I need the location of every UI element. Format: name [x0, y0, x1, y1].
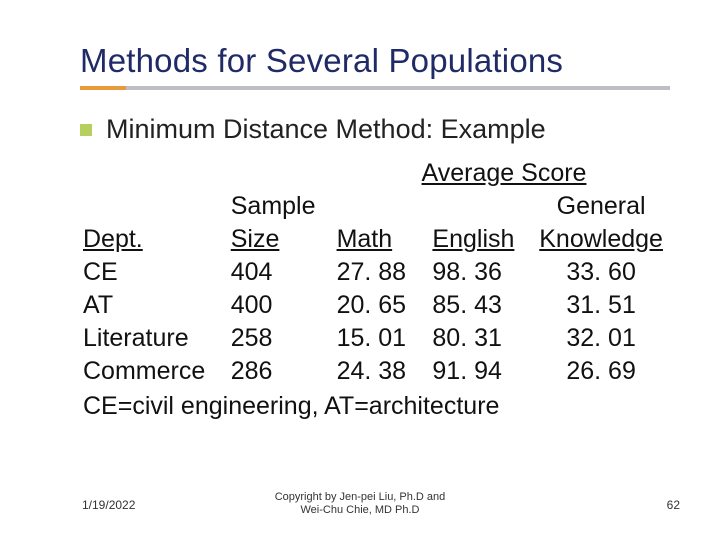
cell-size: 400 — [231, 289, 337, 322]
table-row: CE 404 27. 88 98. 36 33. 60 — [83, 256, 670, 289]
subtitle-text: Minimum Distance Method: Example — [106, 114, 546, 145]
table-footnote: CE=civil engineering, AT=architecture — [83, 390, 670, 423]
table-row: AT 400 20. 65 85. 43 31. 51 — [83, 289, 670, 322]
cell-math: 24. 38 — [337, 355, 433, 388]
table-header-line1: Sample General — [83, 190, 670, 223]
header-dept: Dept. — [83, 223, 231, 256]
cell-math: 27. 88 — [337, 256, 433, 289]
avg-score-header: Average Score — [338, 157, 670, 190]
data-table: Average Score Sample General Dept. Size … — [83, 157, 670, 423]
table-header-line2: Dept. Size Math English Knowledge — [83, 223, 670, 256]
cell-general: 32. 01 — [532, 322, 670, 355]
table-row: Commerce 286 24. 38 91. 94 26. 69 — [83, 355, 670, 388]
square-bullet-icon — [80, 124, 92, 136]
cell-size: 258 — [231, 322, 337, 355]
underline-rest — [126, 86, 670, 90]
header-knowledge: Knowledge — [532, 223, 670, 256]
cell-english: 85. 43 — [432, 289, 532, 322]
cell-size: 286 — [231, 355, 337, 388]
table-row: Literature 258 15. 01 80. 31 32. 01 — [83, 322, 670, 355]
cell-english: 98. 36 — [432, 256, 532, 289]
header-english: English — [432, 223, 532, 256]
copyright-line2: Wei-Chu Chie, MD Ph.D — [301, 504, 420, 516]
cell-english: 80. 31 — [432, 322, 532, 355]
header-math: Math — [337, 223, 433, 256]
cell-dept: Commerce — [83, 355, 231, 388]
title-underline — [80, 86, 670, 90]
cell-size: 404 — [231, 256, 337, 289]
copyright-line1: Copyright by Jen-pei Liu, Ph.D and — [275, 491, 446, 503]
footer-copyright: Copyright by Jen-pei Liu, Ph.D and Wei-C… — [0, 491, 720, 519]
cell-math: 15. 01 — [337, 322, 433, 355]
subtitle-row: Minimum Distance Method: Example — [80, 114, 670, 145]
cell-math: 20. 65 — [337, 289, 433, 322]
cell-english: 91. 94 — [432, 355, 532, 388]
blank-cell — [432, 190, 532, 223]
cell-general: 31. 51 — [532, 289, 670, 322]
blank-cell — [337, 190, 433, 223]
cell-dept: AT — [83, 289, 231, 322]
cell-general: 26. 69 — [532, 355, 670, 388]
slide: Methods for Several Populations Minimum … — [0, 0, 720, 540]
blank-cell — [83, 190, 231, 223]
cell-dept: CE — [83, 256, 231, 289]
cell-dept: Literature — [83, 322, 231, 355]
underline-accent — [80, 86, 126, 90]
header-sample: Sample — [231, 190, 337, 223]
header-size: Size — [231, 223, 337, 256]
header-general: General — [532, 190, 670, 223]
cell-general: 33. 60 — [532, 256, 670, 289]
footer-page-number: 62 — [667, 498, 680, 512]
slide-title: Methods for Several Populations — [80, 42, 670, 80]
